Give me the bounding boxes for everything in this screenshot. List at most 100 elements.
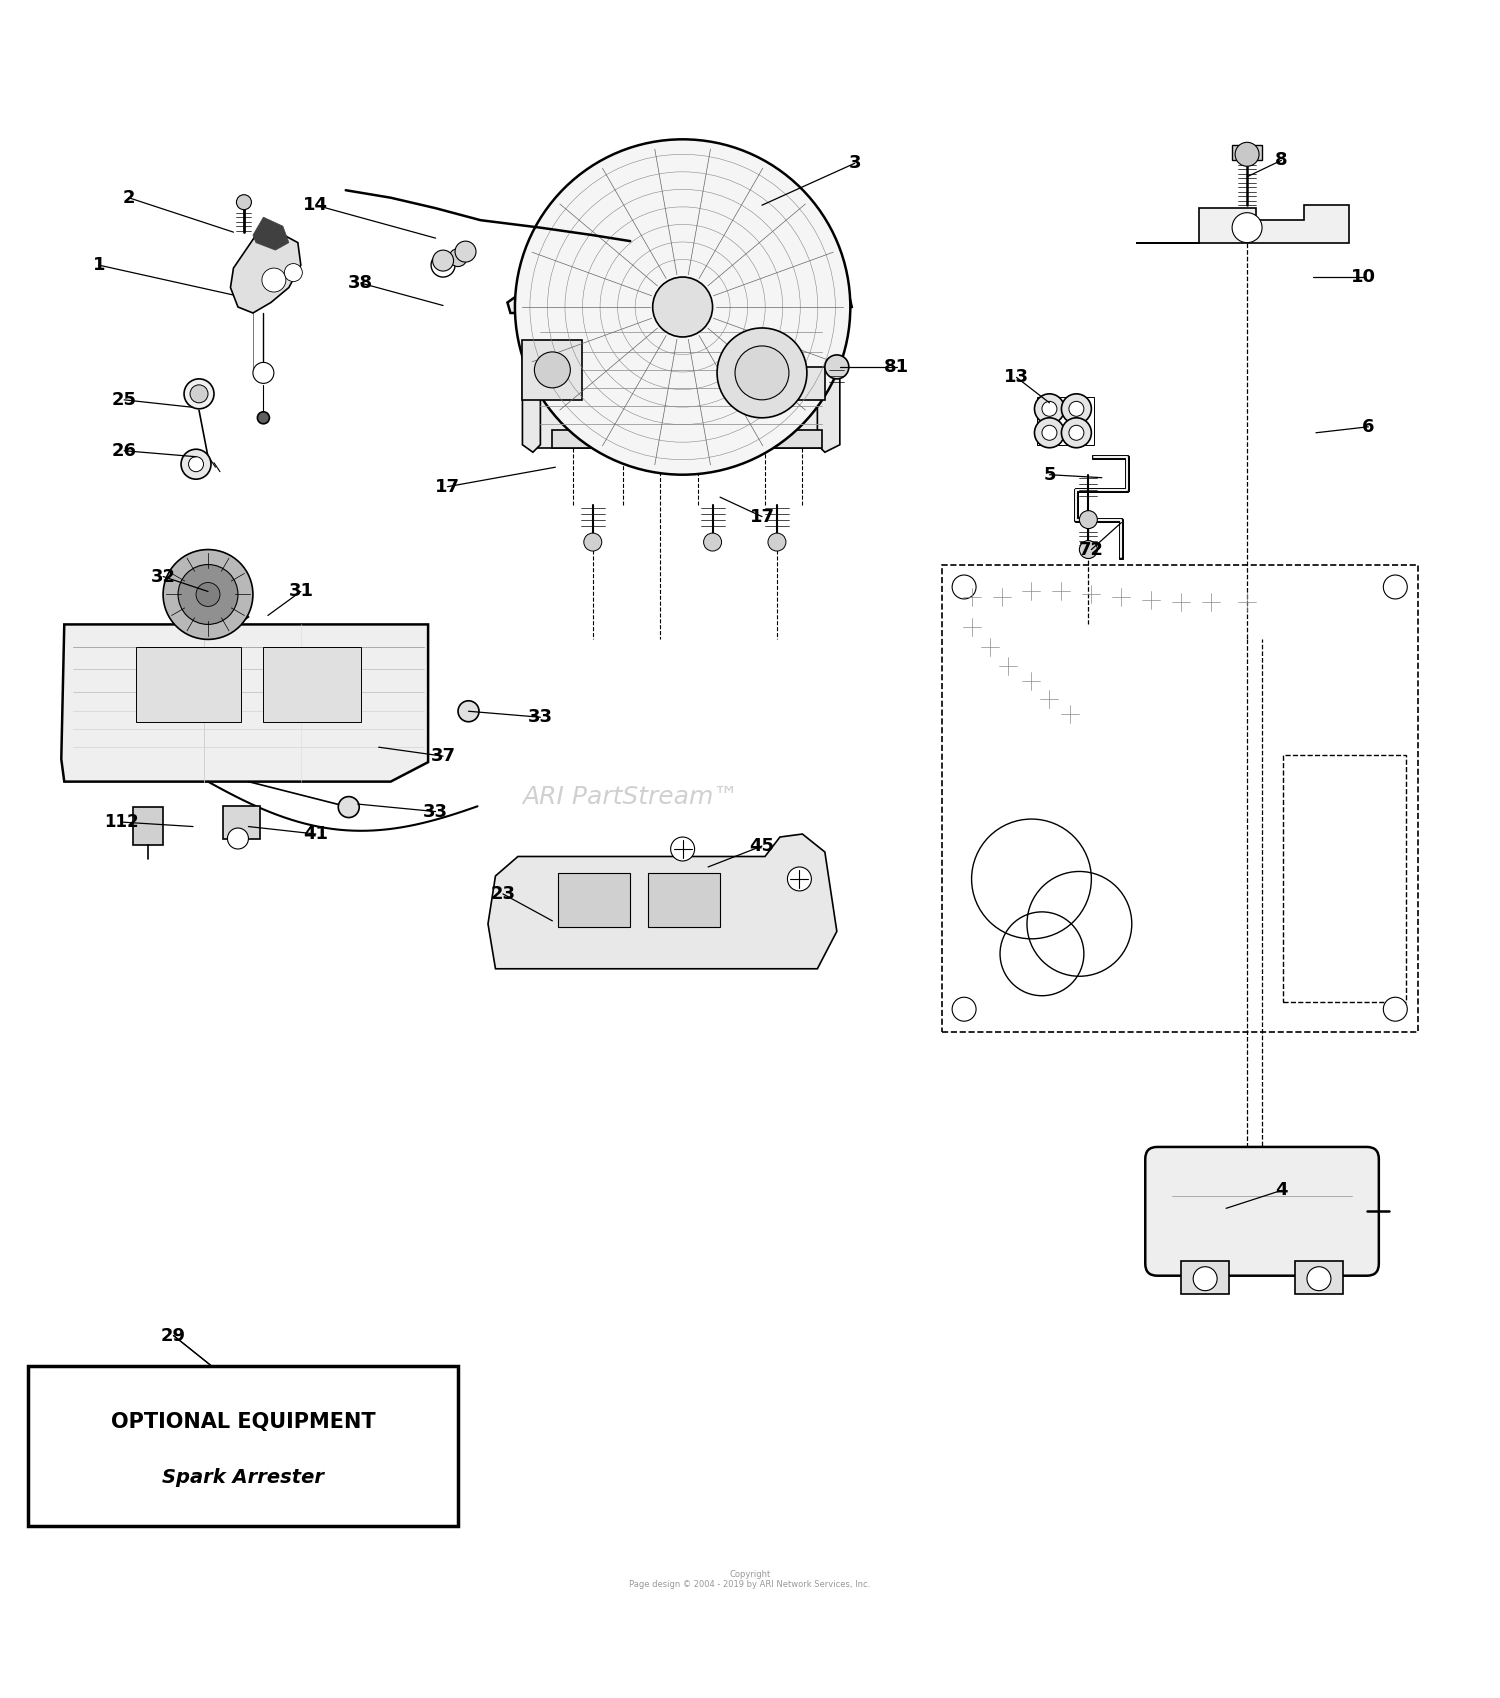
Bar xyxy=(28,1365,457,1527)
Circle shape xyxy=(952,997,976,1020)
Bar xyxy=(1180,1260,1228,1294)
Text: 33: 33 xyxy=(423,803,448,820)
Polygon shape xyxy=(254,217,290,250)
Bar xyxy=(742,367,825,399)
Polygon shape xyxy=(507,221,852,312)
Circle shape xyxy=(704,533,722,552)
Circle shape xyxy=(254,362,274,384)
Text: 23: 23 xyxy=(490,885,516,903)
Circle shape xyxy=(1062,394,1092,424)
Polygon shape xyxy=(1232,146,1262,160)
Bar xyxy=(648,873,720,927)
Circle shape xyxy=(178,564,238,625)
Circle shape xyxy=(1192,1267,1216,1290)
Bar xyxy=(942,564,1418,1032)
Text: 5: 5 xyxy=(1042,465,1056,484)
Circle shape xyxy=(584,533,602,552)
Circle shape xyxy=(285,263,303,282)
Bar xyxy=(1282,754,1406,1002)
Circle shape xyxy=(1080,511,1098,528)
Polygon shape xyxy=(231,233,302,312)
Circle shape xyxy=(458,701,478,722)
Circle shape xyxy=(1306,1267,1330,1290)
Bar xyxy=(522,340,582,399)
Polygon shape xyxy=(818,312,840,452)
Bar xyxy=(558,873,630,927)
Circle shape xyxy=(228,829,249,849)
Circle shape xyxy=(788,868,812,891)
Text: 13: 13 xyxy=(1004,368,1029,387)
Text: ARI PartStream™: ARI PartStream™ xyxy=(522,784,738,808)
Circle shape xyxy=(339,796,358,817)
Circle shape xyxy=(182,450,212,479)
Text: 3: 3 xyxy=(849,155,861,171)
Circle shape xyxy=(164,550,254,640)
Text: 32: 32 xyxy=(150,567,176,586)
Bar xyxy=(264,647,360,722)
Text: 45: 45 xyxy=(750,837,774,856)
Text: 72: 72 xyxy=(1078,540,1104,559)
Text: 17: 17 xyxy=(750,508,774,526)
Circle shape xyxy=(1070,401,1084,416)
Text: OPTIONAL EQUIPMENT: OPTIONAL EQUIPMENT xyxy=(111,1411,375,1431)
Text: 26: 26 xyxy=(111,441,136,460)
Circle shape xyxy=(1080,540,1098,559)
Bar xyxy=(136,647,242,722)
Circle shape xyxy=(1042,401,1058,416)
Text: 14: 14 xyxy=(303,197,328,214)
Circle shape xyxy=(189,457,204,472)
Text: 112: 112 xyxy=(104,813,138,830)
Polygon shape xyxy=(62,625,427,781)
Circle shape xyxy=(1062,418,1092,448)
Text: 8: 8 xyxy=(1275,151,1288,170)
Circle shape xyxy=(825,355,849,379)
Circle shape xyxy=(534,351,570,387)
Circle shape xyxy=(237,195,252,209)
Text: 33: 33 xyxy=(528,708,554,727)
FancyBboxPatch shape xyxy=(1146,1146,1378,1275)
Circle shape xyxy=(1070,424,1084,440)
Circle shape xyxy=(258,413,270,424)
Text: 29: 29 xyxy=(160,1326,186,1345)
Polygon shape xyxy=(522,312,540,452)
Circle shape xyxy=(670,837,694,861)
Text: 1: 1 xyxy=(93,256,105,273)
Text: 37: 37 xyxy=(430,747,456,766)
Text: 17: 17 xyxy=(435,477,460,496)
Polygon shape xyxy=(1137,205,1348,243)
Circle shape xyxy=(952,576,976,599)
Bar xyxy=(134,807,164,844)
Text: 2: 2 xyxy=(123,188,135,207)
Circle shape xyxy=(1383,997,1407,1020)
Text: 10: 10 xyxy=(1352,268,1377,285)
Circle shape xyxy=(184,379,214,409)
Circle shape xyxy=(190,385,208,402)
Circle shape xyxy=(432,250,453,272)
Polygon shape xyxy=(537,312,822,448)
Text: 81: 81 xyxy=(884,358,909,375)
Circle shape xyxy=(1035,418,1065,448)
Circle shape xyxy=(735,346,789,399)
Circle shape xyxy=(1234,143,1258,166)
Polygon shape xyxy=(488,834,837,970)
Text: Copyright
Page design © 2004 - 2019 by ARI Network Services, Inc.: Copyright Page design © 2004 - 2019 by A… xyxy=(630,1571,870,1589)
Bar xyxy=(1294,1260,1342,1294)
Circle shape xyxy=(430,253,454,277)
Circle shape xyxy=(717,328,807,418)
Circle shape xyxy=(768,533,786,552)
Text: Spark Arrester: Spark Arrester xyxy=(162,1469,324,1487)
Circle shape xyxy=(454,241,476,261)
Text: 25: 25 xyxy=(111,391,136,409)
Text: 38: 38 xyxy=(348,273,374,292)
Circle shape xyxy=(448,248,466,267)
Circle shape xyxy=(262,268,286,292)
Text: 4: 4 xyxy=(1275,1182,1288,1199)
Text: 6: 6 xyxy=(1362,418,1374,436)
Bar xyxy=(552,430,822,448)
Text: 41: 41 xyxy=(303,825,328,842)
Circle shape xyxy=(1035,394,1065,424)
Text: 31: 31 xyxy=(288,582,314,601)
Polygon shape xyxy=(170,606,249,625)
Circle shape xyxy=(196,582,220,606)
Circle shape xyxy=(652,277,712,336)
